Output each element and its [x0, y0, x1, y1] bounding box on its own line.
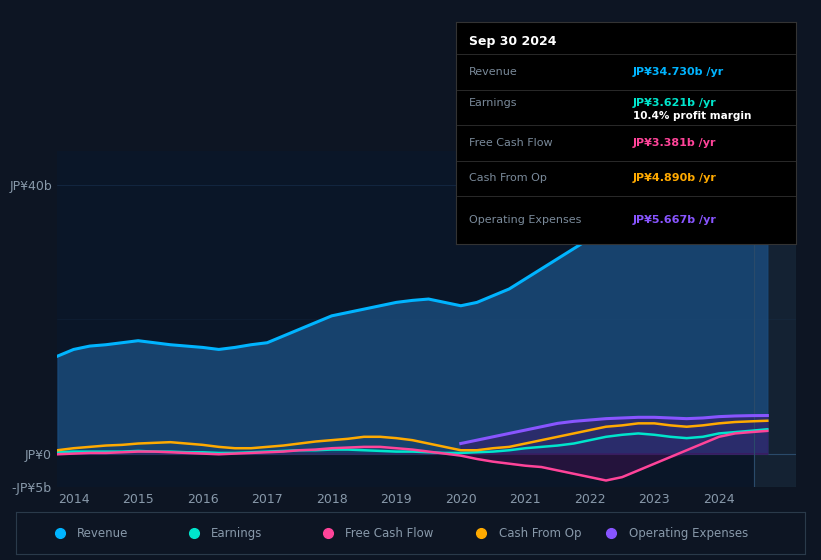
Bar: [754, 151, 796, 487]
Text: Cash From Op: Cash From Op: [470, 174, 547, 183]
Text: 10.4% profit margin: 10.4% profit margin: [633, 111, 751, 122]
Text: Free Cash Flow: Free Cash Flow: [345, 527, 433, 540]
Text: JP¥4.890b /yr: JP¥4.890b /yr: [633, 174, 717, 183]
Text: Revenue: Revenue: [470, 67, 518, 77]
Text: JP¥34.730b /yr: JP¥34.730b /yr: [633, 67, 724, 77]
Text: JP¥5.667b /yr: JP¥5.667b /yr: [633, 215, 717, 225]
Text: Operating Expenses: Operating Expenses: [470, 215, 581, 225]
Text: JP¥3.381b /yr: JP¥3.381b /yr: [633, 138, 717, 148]
Text: Free Cash Flow: Free Cash Flow: [470, 138, 553, 148]
Text: Cash From Op: Cash From Op: [499, 527, 581, 540]
Text: Earnings: Earnings: [470, 98, 518, 108]
Text: Operating Expenses: Operating Expenses: [629, 527, 748, 540]
Text: Earnings: Earnings: [211, 527, 263, 540]
Text: Sep 30 2024: Sep 30 2024: [470, 35, 557, 48]
Text: Revenue: Revenue: [77, 527, 128, 540]
Text: JP¥3.621b /yr: JP¥3.621b /yr: [633, 98, 717, 108]
